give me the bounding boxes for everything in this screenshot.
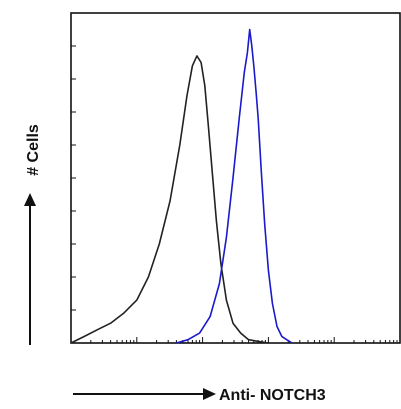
plot-frame	[70, 12, 401, 344]
x-axis-ticks	[90, 337, 398, 343]
control-histogram-line	[70, 55, 269, 344]
x-axis-label: Anti- NOTCH3	[219, 387, 326, 404]
notch3-histogram-line	[176, 28, 293, 344]
y-axis-arrow-head	[24, 193, 36, 206]
x-axis-arrow-head	[203, 388, 216, 400]
y-axis-ticks	[71, 45, 76, 311]
series-layer	[70, 28, 293, 344]
y-axis-label: # Cells	[25, 124, 42, 176]
